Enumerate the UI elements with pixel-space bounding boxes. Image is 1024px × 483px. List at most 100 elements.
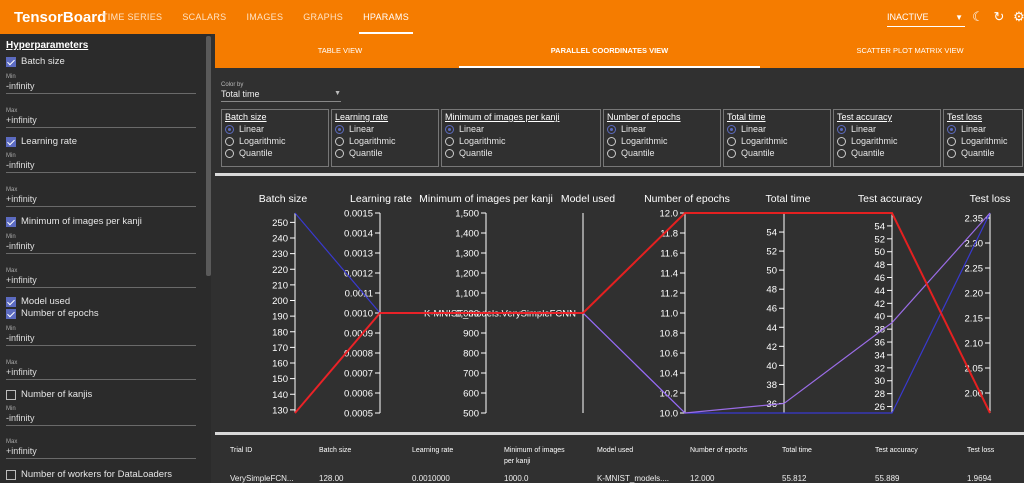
batch-size-min-field[interactable]: Min -infinity <box>6 74 196 94</box>
color-by-label: Color by <box>221 82 244 88</box>
scale-box-batch-size: Batch size Linear Logarithmic Quantile <box>221 109 329 167</box>
tab-scatter-plot-matrix-view[interactable]: SCATTER PLOT MATRIX VIEW <box>856 46 964 55</box>
col-test-loss[interactable]: Test loss <box>967 447 995 454</box>
radio-quantile[interactable]: Quantile <box>335 148 435 158</box>
hparam-batch-size[interactable]: Batch size <box>6 56 65 67</box>
color-by-value: Total time <box>221 89 260 99</box>
tick-label: 190 <box>272 312 288 323</box>
tab-parallel-coordinates-view[interactable]: PARALLEL COORDINATES VIEW <box>459 34 760 68</box>
tick-label: 0.0013 <box>344 249 373 260</box>
cell-min-images: 1000.0 <box>504 474 529 483</box>
tick-label: 40 <box>874 312 885 323</box>
nav-time-series[interactable]: TIME SERIES <box>102 12 163 22</box>
nav-graphs[interactable]: GRAPHS <box>303 12 344 22</box>
checkbox-number-of-workers[interactable] <box>6 469 16 480</box>
top-app-bar: TensorBoard TIME SERIES SCALARS IMAGES G… <box>0 0 1024 34</box>
col-batch-size[interactable]: Batch size <box>319 447 352 454</box>
hparams-sidebar: Hyperparameters Batch size Min -infinity … <box>0 34 211 483</box>
radio-logarithmic[interactable]: Logarithmic <box>225 136 325 146</box>
radio-quantile[interactable]: Quantile <box>837 148 937 158</box>
radio-logarithmic[interactable]: Logarithmic <box>335 136 435 146</box>
checkbox-number-of-kanjis[interactable] <box>6 389 16 400</box>
inactive-plugins-select[interactable]: INACTIVE ▼ <box>887 9 965 27</box>
radio-linear[interactable]: Linear <box>837 124 937 134</box>
tick-label: 52 <box>874 234 885 245</box>
tab-table-view[interactable]: TABLE VIEW <box>317 46 363 55</box>
settings-gear-icon[interactable]: ⚙ <box>1013 9 1024 24</box>
learning-rate-min-field[interactable]: Min -infinity <box>6 153 196 173</box>
checkbox-batch-size[interactable] <box>6 56 16 67</box>
radio-quantile[interactable]: Quantile <box>225 148 325 158</box>
hparam-min-images-per-kanji[interactable]: Minimum of images per kanji <box>6 216 142 227</box>
hparam-learning-rate[interactable]: Learning rate <box>6 136 77 147</box>
refresh-icon[interactable]: ↻ <box>993 9 1005 24</box>
tick-label: 44 <box>766 323 777 334</box>
tick-label: 50 <box>874 247 885 258</box>
radio-linear[interactable]: Linear <box>727 124 827 134</box>
col-learning-rate[interactable]: Learning rate <box>412 447 454 454</box>
col-model-used[interactable]: Model used <box>597 447 634 454</box>
radio-logarithmic[interactable]: Logarithmic <box>947 136 1019 146</box>
nav-scalars[interactable]: SCALARS <box>182 12 227 22</box>
dark-mode-icon[interactable]: ☾ <box>972 9 984 24</box>
col-test-accuracy[interactable]: Test accuracy <box>875 447 918 454</box>
epochs-max-field[interactable]: Max +infinity <box>6 360 196 380</box>
kanjis-max-field[interactable]: Max +infinity <box>6 439 196 459</box>
tick-label: 0.0015 <box>344 209 373 220</box>
col-trial-id[interactable]: Trial ID <box>230 447 253 454</box>
hparam-model-used[interactable]: Model used <box>6 296 70 307</box>
learning-rate-max-field[interactable]: Max +infinity <box>6 187 196 207</box>
checkbox-learning-rate[interactable] <box>6 136 16 147</box>
tick-label: 48 <box>766 285 777 296</box>
hparam-number-of-workers[interactable]: Number of workers for DataLoaders <box>6 469 172 480</box>
checkbox-model-used[interactable] <box>6 296 16 307</box>
tick-label: 1,400 <box>455 229 479 240</box>
axis-title: Total time <box>766 193 811 205</box>
hparam-number-of-kanjis[interactable]: Number of kanjis <box>6 389 92 400</box>
min-images-min-field[interactable]: Min -infinity <box>6 234 196 254</box>
tick-label: 0.0011 <box>345 289 373 300</box>
tick-label: 38 <box>766 380 777 391</box>
kanjis-min-field[interactable]: Min -infinity <box>6 406 196 426</box>
col-number-of-epochs[interactable]: Number of epochs <box>690 447 748 454</box>
min-images-max-field[interactable]: Max +infinity <box>6 268 196 288</box>
radio-linear[interactable]: Linear <box>335 124 435 134</box>
radio-linear[interactable]: Linear <box>445 124 597 134</box>
cell-trial-id[interactable]: VerySimpleFCN... <box>230 474 294 483</box>
tick-label: 180 <box>272 327 288 338</box>
nav-tabs: TIME SERIES SCALARS IMAGES GRAPHS HPARAM… <box>92 0 419 34</box>
radio-quantile[interactable]: Quantile <box>445 148 597 158</box>
tick-label: 1,300 <box>455 249 479 260</box>
tick-label: 2.00 <box>965 389 984 400</box>
color-by-select[interactable]: Color by Total time ▼ <box>221 82 341 102</box>
parallel-coordinates-chart[interactable]: Batch size 250 240 230 220 210 200 190 180 170 160… <box>215 175 1024 432</box>
checkbox-min-images[interactable] <box>6 216 16 227</box>
epochs-min-field[interactable]: Min -infinity <box>6 326 196 346</box>
col-total-time[interactable]: Total time <box>782 447 812 454</box>
checkbox-number-of-epochs[interactable] <box>6 308 16 319</box>
batch-size-max-field[interactable]: Max +infinity <box>6 108 196 128</box>
radio-linear[interactable]: Linear <box>947 124 1019 134</box>
radio-logarithmic[interactable]: Logarithmic <box>727 136 827 146</box>
radio-linear[interactable]: Linear <box>607 124 717 134</box>
nav-images[interactable]: IMAGES <box>246 12 284 22</box>
app-title: TensorBoard <box>14 9 107 26</box>
radio-quantile[interactable]: Quantile <box>607 148 717 158</box>
radio-logarithmic[interactable]: Logarithmic <box>837 136 937 146</box>
radio-quantile[interactable]: Quantile <box>947 148 1019 158</box>
tick-label: 160 <box>272 359 288 370</box>
axis-title: Test loss <box>970 193 1011 205</box>
radio-linear[interactable]: Linear <box>225 124 325 134</box>
sidebar-scrollbar[interactable] <box>206 36 211 276</box>
tick-label: 130 <box>272 405 288 416</box>
nav-hparams[interactable]: HPARAMS <box>353 0 419 34</box>
tick-label: 34 <box>874 350 885 361</box>
tick-label: 12.0 <box>660 209 679 220</box>
radio-quantile[interactable]: Quantile <box>727 148 827 158</box>
tick-label: 1,100 <box>455 289 479 300</box>
hparam-number-of-epochs[interactable]: Number of epochs <box>6 308 99 319</box>
radio-logarithmic[interactable]: Logarithmic <box>607 136 717 146</box>
tick-label: 900 <box>463 329 479 340</box>
col-min-images[interactable]: Minimum of images per kanji <box>504 447 565 465</box>
radio-logarithmic[interactable]: Logarithmic <box>445 136 597 146</box>
